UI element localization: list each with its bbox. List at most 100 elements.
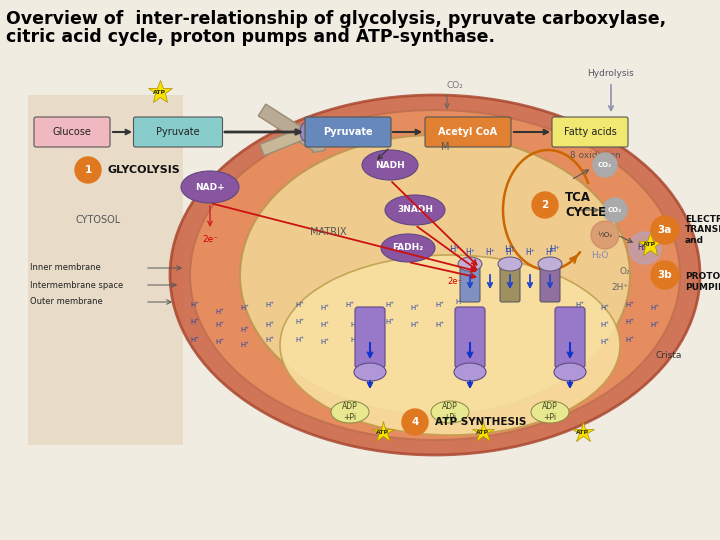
Text: 3a: 3a [658,225,672,235]
Text: H⁺: H⁺ [626,337,634,343]
Text: H⁺: H⁺ [191,302,199,308]
Ellipse shape [362,150,418,180]
Text: H⁺: H⁺ [240,342,250,348]
Ellipse shape [458,257,482,271]
Text: CO₂: CO₂ [446,80,464,90]
Text: H⁺: H⁺ [505,246,516,254]
Text: Pyruvate: Pyruvate [323,127,373,137]
Text: Overview of  inter-relationship of glycolysis, pyruvate carboxylase,: Overview of inter-relationship of glycol… [6,10,666,28]
Text: H⁺: H⁺ [650,305,660,311]
Text: Glucose: Glucose [53,127,91,137]
Text: NAD+: NAD+ [195,183,225,192]
Text: H⁺: H⁺ [351,337,359,343]
Ellipse shape [385,195,445,225]
FancyBboxPatch shape [455,307,485,368]
Text: H⁺: H⁺ [266,337,274,343]
Text: ATP: ATP [153,90,166,94]
Text: H⁺: H⁺ [266,322,274,328]
Text: O₂: O₂ [620,267,630,276]
Text: H⁺: H⁺ [240,305,250,311]
FancyBboxPatch shape [552,117,628,147]
Text: 2H⁺: 2H⁺ [611,284,629,293]
Text: TCA
CYCLE: TCA CYCLE [565,191,606,219]
Ellipse shape [170,95,700,455]
Text: H⁺: H⁺ [385,319,395,325]
FancyBboxPatch shape [500,266,520,302]
Text: Hydrolysis: Hydrolysis [588,69,634,78]
Ellipse shape [280,255,620,435]
Text: H⁺: H⁺ [351,322,359,328]
Text: H⁺: H⁺ [215,309,225,315]
Text: H⁺: H⁺ [191,337,199,343]
Text: H⁺: H⁺ [320,305,330,311]
Text: H⁺: H⁺ [215,322,225,328]
Circle shape [75,157,101,183]
Ellipse shape [454,363,486,381]
Text: ATP: ATP [577,429,590,435]
Text: H⁺: H⁺ [626,319,634,325]
Ellipse shape [181,171,239,203]
Text: CYTOSOL: CYTOSOL [75,215,120,225]
Ellipse shape [354,363,386,381]
Text: H⁺: H⁺ [295,337,305,343]
Text: 3b: 3b [657,270,672,280]
Text: ATP: ATP [644,242,657,247]
Circle shape [629,232,661,264]
FancyBboxPatch shape [425,117,511,147]
FancyBboxPatch shape [305,117,391,147]
Text: H⁺: H⁺ [385,302,395,308]
Ellipse shape [381,234,435,262]
Text: H⁺: H⁺ [549,246,560,254]
Text: NADH: NADH [375,160,405,170]
Text: MATRIX: MATRIX [310,227,346,237]
Text: H⁺: H⁺ [191,319,199,325]
Text: H⁺: H⁺ [575,319,585,325]
Text: H⁺: H⁺ [346,302,354,308]
Text: ATP SYNTHESIS: ATP SYNTHESIS [435,417,526,427]
Text: H⁺: H⁺ [295,319,305,325]
FancyBboxPatch shape [460,266,480,302]
Text: H⁺: H⁺ [240,327,250,333]
Ellipse shape [331,401,369,423]
Circle shape [402,409,428,435]
Text: H⁺: H⁺ [525,248,535,257]
Text: Intermembrane space: Intermembrane space [30,280,123,289]
Text: Inner membrane: Inner membrane [30,264,101,273]
Text: Acetyl CoA: Acetyl CoA [438,127,498,137]
FancyBboxPatch shape [34,117,110,147]
Text: ELECTRON
TRANSPORT
and: ELECTRON TRANSPORT and [685,215,720,245]
FancyBboxPatch shape [28,95,183,445]
Ellipse shape [498,257,522,271]
Text: ATP: ATP [477,429,490,435]
Text: M: M [441,142,449,152]
Text: H⁺: H⁺ [436,302,444,308]
Text: H⁺: H⁺ [485,248,495,257]
Text: 3NADH: 3NADH [397,206,433,214]
Ellipse shape [554,363,586,381]
Text: Pyruvate: Pyruvate [156,127,200,137]
Text: H⁺: H⁺ [600,322,610,328]
Text: H⁺: H⁺ [320,339,330,345]
Text: H⁺: H⁺ [456,319,464,325]
Circle shape [651,261,679,289]
Text: H⁺: H⁺ [215,339,225,345]
Text: H⁺: H⁺ [600,305,610,311]
Text: H₂O: H₂O [638,244,652,253]
Ellipse shape [190,110,680,440]
Text: CO₂: CO₂ [598,162,612,168]
Text: H⁺: H⁺ [545,248,555,257]
Circle shape [603,198,627,222]
Ellipse shape [538,257,562,271]
Text: H⁺: H⁺ [436,322,444,328]
Text: ADP
+Pi: ADP +Pi [442,402,458,422]
FancyBboxPatch shape [355,307,385,368]
Text: 2e⁻: 2e⁻ [448,278,462,287]
FancyArrow shape [258,104,325,153]
Circle shape [591,221,619,249]
Text: H⁺: H⁺ [626,302,634,308]
Text: β oxidation: β oxidation [570,151,621,159]
Text: H⁺: H⁺ [295,302,305,308]
Text: CO₂: CO₂ [608,207,622,213]
Text: Fatty acids: Fatty acids [564,127,616,137]
Text: H⁺: H⁺ [456,299,464,305]
